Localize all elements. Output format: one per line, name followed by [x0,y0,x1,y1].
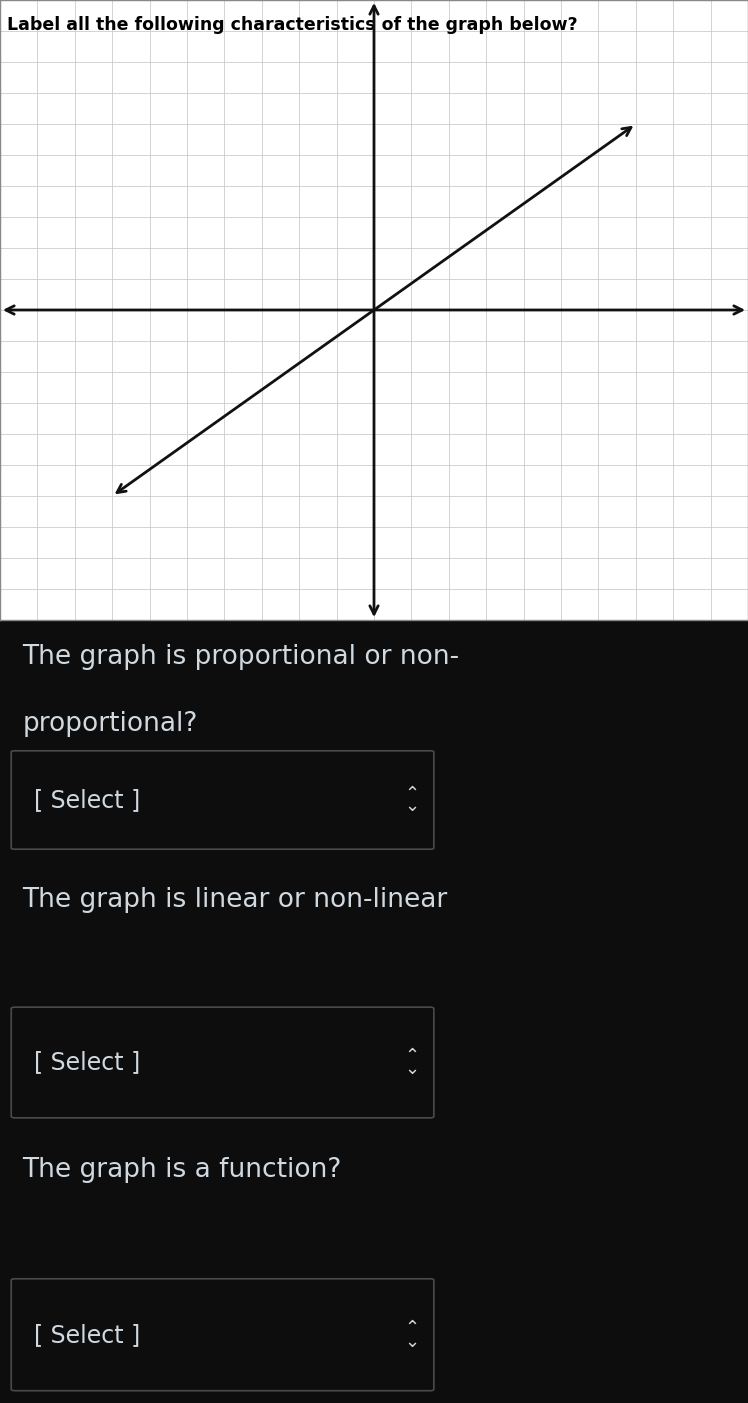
Text: Label all the following characteristics of the graph below?: Label all the following characteristics … [7,15,578,34]
FancyBboxPatch shape [11,1007,434,1118]
FancyBboxPatch shape [11,1278,434,1390]
Text: [ Select ]: [ Select ] [34,1051,140,1075]
Text: ⌄: ⌄ [404,1333,419,1351]
FancyBboxPatch shape [11,751,434,849]
Text: ⌄: ⌄ [404,1061,419,1079]
Text: The graph is proportional or non-: The graph is proportional or non- [22,644,459,671]
Text: ⌄: ⌄ [404,797,419,815]
Text: ⌃: ⌃ [404,786,419,803]
Text: ⌃: ⌃ [404,1047,419,1065]
Text: proportional?: proportional? [22,711,197,737]
Text: ⌃: ⌃ [404,1319,419,1337]
Text: [ Select ]: [ Select ] [34,1323,140,1347]
Text: The graph is linear or non-linear: The graph is linear or non-linear [22,887,448,913]
Text: The graph is a function?: The graph is a function? [22,1157,342,1183]
Text: [ Select ]: [ Select ] [34,788,140,812]
